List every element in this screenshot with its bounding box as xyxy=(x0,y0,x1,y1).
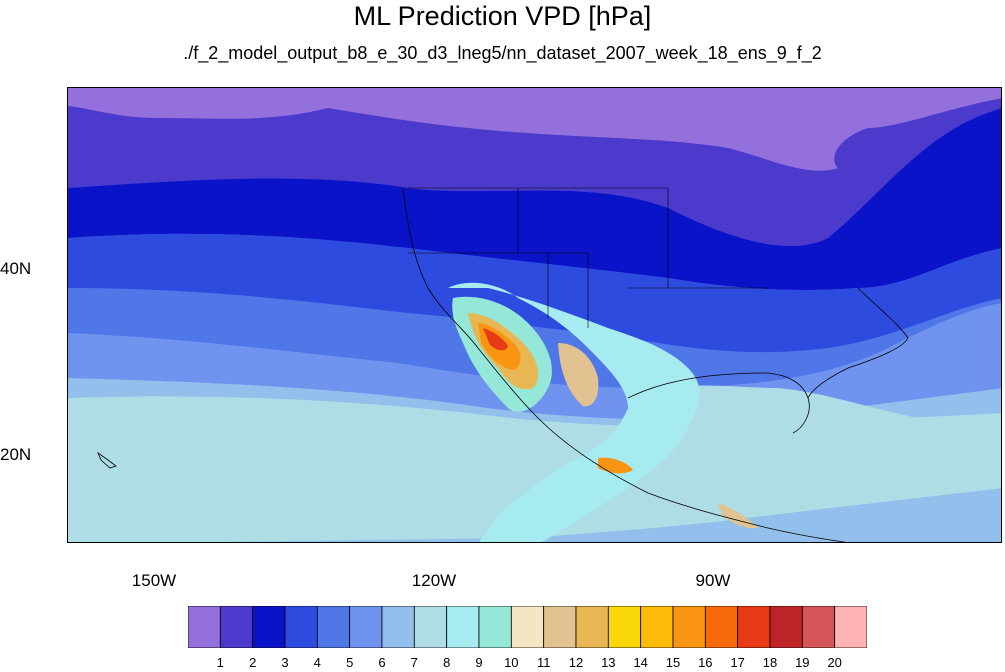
colorbar-swatch xyxy=(219,606,254,648)
colorbar-tick-label: 11 xyxy=(536,655,551,670)
mexico-band-12 xyxy=(558,343,599,407)
colorbar-tick-label: 8 xyxy=(443,655,451,670)
map-subtitle: ./f_2_model_output_b8_e_30_d3_lneg5/nn_d… xyxy=(183,43,822,63)
colorbar-swatch xyxy=(543,606,577,648)
lon-tick-label: 120W xyxy=(411,571,457,590)
central-america-hotspot xyxy=(718,503,758,529)
southwest-band-18 xyxy=(483,328,508,351)
colorbar-tick-label: 16 xyxy=(698,655,713,670)
colorbar-swatch xyxy=(737,606,771,648)
vpd-band-1 xyxy=(328,88,1001,171)
vpd-band-3 xyxy=(68,108,1001,290)
colorbar-tick-label: 2 xyxy=(249,655,257,670)
vpd-band-4 xyxy=(68,233,1001,353)
colorbar-swatch xyxy=(510,606,545,648)
lon-tick-label: 150W xyxy=(131,571,177,590)
colorbar xyxy=(188,606,867,648)
gulf-region xyxy=(628,385,968,498)
lat-tick-label: 20N xyxy=(0,445,32,464)
state-borders xyxy=(408,187,768,328)
mexico-south-hotspot xyxy=(598,457,633,474)
vpd-band-1-nw xyxy=(68,88,328,119)
colorbar-tick-label: 15 xyxy=(665,655,681,670)
colorbar-swatch xyxy=(704,606,739,648)
east-coastline xyxy=(807,287,909,399)
colorbar-tick-label: 4 xyxy=(313,655,321,670)
colorbar-tick-label: 19 xyxy=(795,655,810,670)
colorbar-tick-label: 18 xyxy=(762,655,778,670)
colorbar-swatch xyxy=(834,606,867,648)
colorbar-tick-label: 10 xyxy=(504,655,519,670)
colorbar-tick-label: 13 xyxy=(601,655,616,670)
colorbar-swatch xyxy=(769,606,803,648)
colorbar-tick-label: 5 xyxy=(346,655,354,670)
colorbar-tick-label: 17 xyxy=(730,655,745,670)
colorbar-swatch xyxy=(188,606,221,648)
hawaii-outline xyxy=(97,451,117,469)
colorbar-tick-label: 3 xyxy=(281,655,289,670)
lon-tick-label: 90W xyxy=(695,571,731,590)
vpd-map xyxy=(67,87,1002,543)
colorbar-swatch xyxy=(381,606,415,648)
colorbar-swatch xyxy=(640,606,674,648)
colorbar-swatch xyxy=(672,606,706,648)
colorbar-tick-label: 1 xyxy=(216,655,224,670)
coastline xyxy=(402,187,847,542)
colorbar-swatch xyxy=(349,606,383,648)
colorbar-swatch xyxy=(575,606,609,648)
colorbar-tick-label: 7 xyxy=(410,655,418,670)
colorbar-swatch xyxy=(284,606,318,648)
gulf-coastline xyxy=(627,372,810,434)
colorbar-swatch xyxy=(316,606,351,648)
map-title: ML Prediction VPD [hPa] xyxy=(353,1,652,31)
colorbar-tick-label: 14 xyxy=(633,655,648,670)
colorbar-swatch xyxy=(607,606,642,648)
colorbar-swatch xyxy=(446,606,480,648)
colorbar-swatch xyxy=(252,606,286,648)
vpd-field xyxy=(68,88,1001,542)
colorbar-swatch xyxy=(801,606,836,648)
colorbar-swatch xyxy=(413,606,448,648)
colorbar-tick-label: 9 xyxy=(475,655,483,670)
colorbar-tick-label: 12 xyxy=(568,655,584,670)
colorbar-swatch xyxy=(478,606,512,648)
southwest-band-9 xyxy=(448,282,700,542)
lat-tick-label: 40N xyxy=(0,259,32,278)
colorbar-tick-label: 6 xyxy=(378,655,386,670)
colorbar-tick-label: 20 xyxy=(827,655,842,670)
